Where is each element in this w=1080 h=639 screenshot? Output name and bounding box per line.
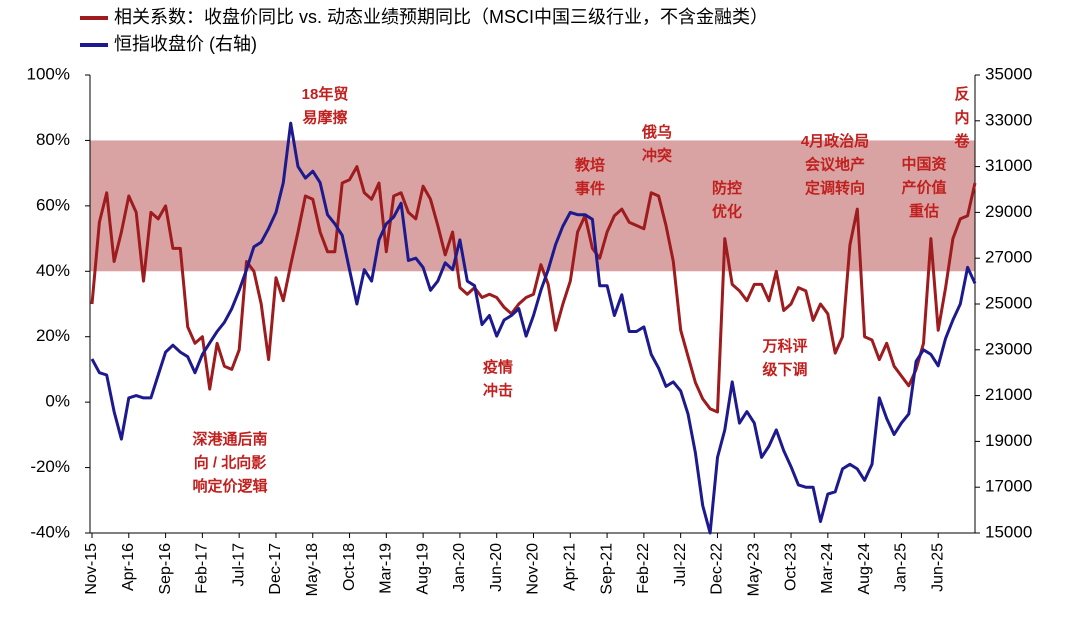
x-tick-label: Sep-16: [157, 543, 174, 595]
y2-tick-label: 21000: [985, 385, 1032, 404]
x-tick-label: Feb-17: [194, 543, 211, 594]
annotation: 教培: [574, 156, 605, 174]
y2-tick-label: 25000: [985, 293, 1032, 312]
annotation: 内: [954, 108, 969, 126]
legend-label: 恒指收盘价 (右轴): [114, 34, 257, 54]
annotation: 产价值: [901, 178, 946, 196]
annotation: 卷: [953, 132, 970, 150]
x-tick-label: Nov-20: [525, 543, 542, 595]
annotation: 冲击: [483, 381, 513, 399]
y2-tick-label: 15000: [985, 522, 1032, 541]
x-tick-label: Jul-17: [230, 543, 247, 587]
annotation: 深港通后南: [192, 430, 267, 448]
annotation: 响定价逻辑: [192, 477, 267, 495]
y-tick-label: 20%: [36, 326, 70, 345]
annotation: 会议地产: [805, 155, 865, 173]
annotation: 18年贸: [302, 85, 349, 103]
y2-tick-label: 27000: [985, 248, 1032, 267]
annotation: 防控: [712, 179, 742, 197]
y2-tick-label: 23000: [985, 339, 1032, 358]
x-tick-label: Aug-24: [856, 543, 873, 595]
annotation: 事件: [575, 179, 605, 197]
annotation: 俄乌: [641, 123, 672, 141]
annotation: 冲突: [642, 146, 672, 164]
x-tick-label: Oct-18: [341, 543, 358, 591]
x-tick-label: Apr-21: [562, 543, 579, 591]
annotation: 中国资: [901, 155, 946, 173]
x-tick-label: Feb-22: [635, 543, 652, 594]
x-tick-label: Sep-21: [598, 543, 615, 595]
y-tick-label: 40%: [36, 261, 70, 280]
x-tick-label: Apr-16: [120, 543, 137, 591]
y-tick-label: 100%: [27, 64, 70, 83]
y2-tick-label: 31000: [985, 156, 1032, 175]
x-tick-label: Jul-22: [672, 543, 689, 587]
annotation: 重估: [909, 202, 939, 220]
highlight-band: [90, 140, 975, 272]
series-line: [90, 121, 977, 535]
annotation: 疫情: [483, 358, 513, 376]
annotation: 4月政治局: [801, 132, 869, 150]
annotation: 向 / 北向影: [194, 453, 267, 471]
x-tick-label: Dec-22: [709, 543, 726, 595]
y2-tick-label: 33000: [985, 110, 1032, 129]
y-tick-label: 80%: [36, 130, 70, 149]
y-tick-label: -20%: [30, 457, 70, 476]
series-line: [90, 165, 977, 414]
annotation: 易摩擦: [302, 108, 347, 126]
x-tick-label: Dec-17: [267, 543, 284, 595]
x-tick-label: May-18: [304, 543, 321, 596]
y-tick-label: 0%: [45, 392, 70, 411]
annotation: 反: [954, 86, 969, 103]
x-tick-label: Jan-20: [451, 543, 468, 592]
y2-tick-label: 35000: [985, 64, 1032, 83]
x-tick-label: May-23: [745, 543, 762, 596]
x-tick-label: Mar-19: [378, 543, 395, 594]
annotation: 级下调: [762, 360, 807, 378]
annotation: 万科评: [761, 337, 807, 355]
x-tick-label: Mar-24: [819, 543, 836, 594]
y2-tick-label: 17000: [985, 477, 1032, 496]
x-tick-label: Aug-19: [414, 543, 431, 595]
x-tick-label: Jun-25: [929, 543, 946, 592]
x-tick-label: Oct-23: [782, 543, 799, 591]
x-tick-label: Jun-20: [488, 543, 505, 592]
legend-label: 相关系数：收盘价同比 vs. 动态业绩预期同比（MSCI中国三级行业，不含金融类…: [114, 7, 768, 27]
x-tick-label: Jan-25: [893, 543, 910, 592]
y2-tick-label: 29000: [985, 202, 1032, 221]
y2-tick-label: 19000: [985, 431, 1032, 450]
annotation: 优化: [712, 202, 742, 220]
y-tick-label: -40%: [30, 522, 70, 541]
y-tick-label: 60%: [36, 195, 70, 214]
annotation: 定调转向: [805, 179, 865, 197]
x-tick-label: Nov-15: [83, 543, 100, 595]
